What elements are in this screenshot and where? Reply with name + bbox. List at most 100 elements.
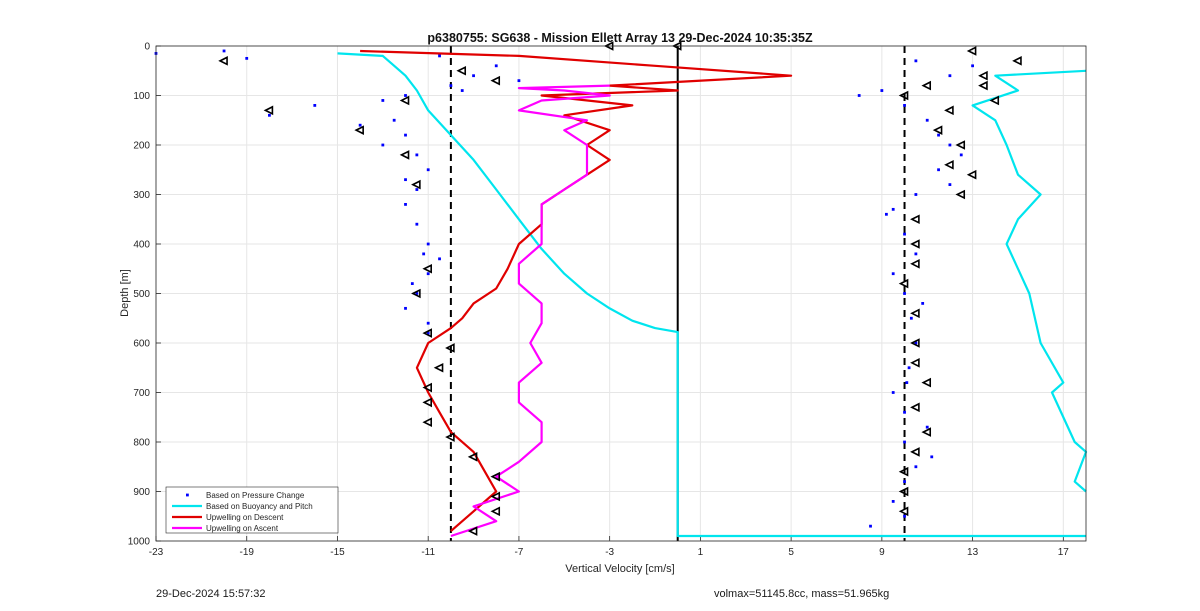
pressure-change-point: [245, 56, 249, 60]
pressure-change-point: [404, 178, 407, 182]
triangle-marker: [910, 308, 920, 319]
pressure-change-point: [460, 89, 464, 92]
triangle-marker: [966, 46, 977, 56]
triangle-marker: [490, 506, 501, 517]
pressure-change-point: [903, 480, 906, 483]
y-tick-label: 700: [133, 388, 150, 399]
pressure-change-point: [891, 207, 895, 211]
triangle-marker: [898, 90, 909, 101]
y-tick-label: 800: [133, 438, 150, 449]
pressure-change-point: [426, 242, 430, 246]
x-tick-labels: -23 -19 -15 -11 -7 -3 1 5 9 13 17: [149, 547, 1070, 558]
y-tick-label: 400: [133, 240, 150, 251]
y-tick-labels: 0 100 200 300 400 500 600 700 800 900 1000: [128, 42, 151, 548]
x-tick-label: 17: [1058, 547, 1070, 558]
pressure-change-point: [392, 118, 396, 122]
pressure-change-point: [948, 183, 952, 186]
triangle-marker: [921, 80, 932, 91]
triangle-marker: [490, 75, 501, 86]
upwelling-on-ascent-line: [450, 84, 611, 538]
triangle-marker: [978, 70, 988, 81]
y-tick-label: 300: [133, 190, 150, 201]
pressure-change-point: [925, 425, 929, 429]
triangle-marker: [978, 80, 988, 91]
triangle-marker: [932, 125, 943, 135]
y-tick-label: 1000: [128, 537, 151, 548]
pressure-change-point: [415, 153, 419, 157]
legend-label: Based on Pressure Change: [206, 491, 305, 500]
pressure-change-point: [415, 222, 419, 226]
y-tick-label: 600: [133, 339, 150, 350]
triangle-marker: [411, 288, 421, 299]
x-tick-label: -11: [421, 547, 435, 558]
y-tick-label: 500: [133, 289, 150, 300]
pressure-change-point: [222, 49, 226, 53]
triangle-marker: [989, 95, 1000, 106]
triangle-marker: [898, 466, 909, 477]
triangle-marker: [910, 214, 920, 225]
legend-label: Upwelling on Descent: [206, 513, 284, 522]
pressure-change-point: [925, 118, 929, 122]
triangle-marker: [411, 179, 421, 190]
pressure-change-point: [891, 391, 895, 394]
based-on-buoyancy-and-pitch-line: [337, 52, 1086, 538]
pressure-change-point: [891, 272, 895, 276]
pressure-change-point: [914, 59, 918, 63]
triangle-marker: [399, 150, 410, 160]
pressure-change-point: [426, 272, 430, 276]
triangle-markers: [218, 41, 1022, 536]
pressure-change-point: [494, 64, 498, 68]
pressure-change-point: [914, 465, 918, 469]
triangle-marker: [898, 486, 909, 497]
pressure-change-point: [971, 64, 974, 68]
pressure-change-point: [930, 455, 934, 459]
pressure-change-point: [903, 104, 906, 107]
y-tick-label: 0: [144, 42, 150, 53]
x-tick-label: -7: [514, 547, 523, 558]
legend-label: Upwelling on Ascent: [206, 524, 279, 533]
pressure-change-point: [903, 292, 906, 295]
y-axis-label: Depth [m]: [119, 269, 131, 317]
pressure-change-point: [903, 232, 906, 236]
pressure-change-point: [903, 514, 906, 518]
pressure-change-point: [438, 54, 441, 58]
triangle-marker: [966, 169, 977, 180]
triangle-marker: [422, 417, 432, 427]
triangle-marker: [944, 160, 954, 170]
triangle-marker: [218, 56, 228, 66]
footer-params: volmax=51145.8cc, mass=51.965kg: [714, 588, 890, 600]
x-tick-label: -19: [240, 547, 255, 558]
pressure-change-point: [358, 123, 362, 127]
triangle-marker: [910, 338, 920, 348]
pressure-change-point: [422, 252, 426, 256]
triangle-marker: [422, 397, 432, 408]
pressure-change-point: [948, 143, 952, 147]
pressure-change-point: [415, 292, 419, 295]
pressure-change-point: [891, 500, 895, 503]
pressure-change-point: [517, 79, 521, 83]
pressure-change-point: [438, 257, 441, 261]
triangle-marker: [910, 239, 920, 249]
triangle-marker: [910, 358, 920, 368]
pressure-change-point: [914, 252, 918, 256]
y-tick-label: 200: [133, 141, 150, 152]
pressure-change-point: [268, 113, 271, 117]
pressure-change-point: [404, 94, 407, 97]
pressure-change-point: [426, 168, 430, 172]
triangle-marker: [955, 189, 966, 200]
plot-frame: [155, 45, 1087, 542]
triangle-marker: [399, 95, 410, 106]
chart-title: p6380755: SG638 - Mission Ellett Array 1…: [427, 31, 813, 45]
pressure-change-point: [914, 341, 918, 345]
pressure-change-point: [937, 133, 940, 137]
triangle-marker: [944, 105, 954, 116]
pressure-change-point: [426, 321, 430, 325]
pressure-change-point: [907, 366, 911, 370]
triangle-marker: [445, 343, 455, 353]
x-axis-label: Vertical Velocity [cm/s]: [565, 563, 674, 575]
pressure-change-point: [426, 331, 430, 335]
footer-datetime: 29-Dec-2024 15:57:32: [156, 588, 266, 600]
triangle-marker: [910, 402, 920, 413]
triangle-marker: [910, 259, 920, 269]
